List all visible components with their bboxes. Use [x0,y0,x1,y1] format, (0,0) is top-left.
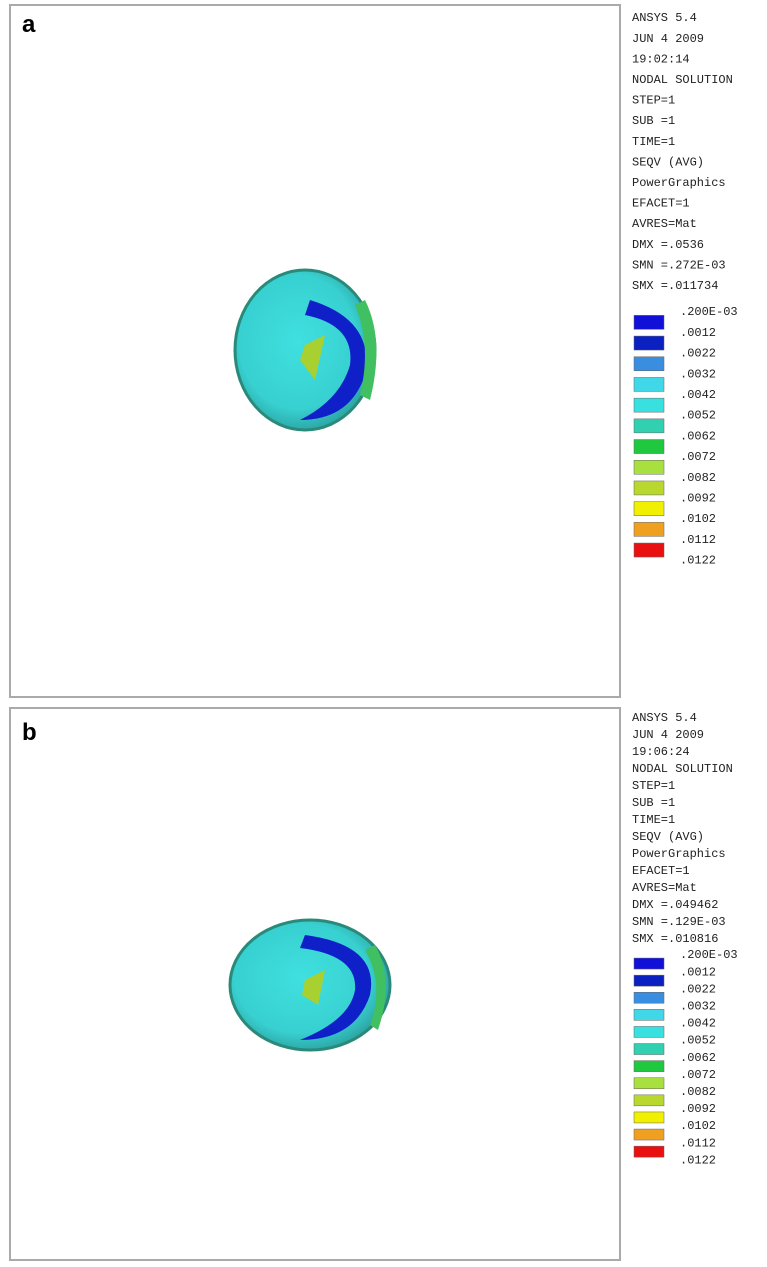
info-line: SMX =.010816 [632,932,718,946]
info-line: ANSYS 5.4 [632,711,697,725]
legend-label: .0042 [680,388,716,402]
legend-label: .200E-03 [680,948,738,962]
legend-swatch [633,335,665,351]
legend-swatch [633,992,665,1004]
info-line: EFACET=1 [632,864,690,878]
legend-swatch [633,1043,665,1055]
info-line: DMX =.0536 [632,238,704,252]
legend-label: .0042 [680,1017,716,1031]
legend-swatch [633,542,665,558]
legend-swatch [633,377,665,392]
legend-swatch [633,460,665,475]
legend-label: .0102 [680,1119,716,1133]
legend-swatch [633,1009,665,1021]
legend-swatch [633,315,665,330]
legend-label: .0022 [680,347,716,361]
info-line: PowerGraphics [632,176,726,190]
legend-swatch [633,957,665,970]
info-line: SUB =1 [632,796,675,810]
info-line: JUN 4 2009 [632,32,704,46]
legend-label: .0072 [680,1068,716,1082]
info-line: PowerGraphics [632,847,726,861]
legend-label: .0102 [680,512,716,526]
legend-swatch [633,1026,665,1038]
legend-label: .0022 [680,982,716,996]
legend-label: .0092 [680,491,716,505]
info-line: AVRES=Mat [632,217,697,231]
legend-swatch [633,501,665,516]
legend-swatch [633,439,665,454]
legend-label: .0072 [680,450,716,464]
legend-swatch [633,1060,665,1072]
legend-label: .0112 [680,1136,716,1150]
info-line: SEQV (AVG) [632,830,704,844]
legend-label: .0122 [680,554,716,568]
legend-swatch [633,480,665,496]
legend-label: .0112 [680,533,716,547]
info-line: NODAL SOLUTION [632,762,733,776]
legend-label: .0092 [680,1102,716,1116]
legend-swatch [633,974,665,987]
info-line: STEP=1 [632,94,675,108]
info-line: NODAL SOLUTION [632,73,733,87]
legend-swatch [633,418,665,434]
legend-swatch [633,1111,665,1124]
legend-label: .0052 [680,409,716,423]
legend-label: .0082 [680,471,716,485]
legend-label: .0012 [680,326,716,340]
legend-label: .0082 [680,1085,716,1099]
legend-label: .0032 [680,999,716,1013]
info-line: AVRES=Mat [632,881,697,895]
legend-label: .0062 [680,429,716,443]
legend-label: .200E-03 [680,305,738,319]
info-line: SMN =.129E-03 [632,915,726,929]
info-line: ANSYS 5.4 [632,11,697,25]
info-line: 19:02:14 [632,52,690,66]
legend-label: .0052 [680,1034,716,1048]
info-line: 19:06:24 [632,745,690,759]
model-plot [233,268,377,432]
legend-swatch [633,397,665,413]
legend-swatch [633,1077,665,1089]
info-line: EFACET=1 [632,197,690,211]
info-line: STEP=1 [632,779,675,793]
legend-swatch [633,522,665,537]
panel-label: b [22,719,37,746]
legend-label: .0032 [680,367,716,381]
model-plot [228,918,392,1052]
info-line: SMX =.011734 [632,279,718,293]
legend-swatch [633,1094,665,1107]
info-line: TIME=1 [632,135,675,149]
legend-label: .0122 [680,1153,716,1167]
legend-swatch [633,1128,665,1141]
panel-label: a [22,11,36,38]
info-line: DMX =.049462 [632,898,718,912]
legend-swatch [633,1145,665,1158]
info-line: SMN =.272E-03 [632,258,726,272]
info-line: SEQV (AVG) [632,155,704,169]
info-line: TIME=1 [632,813,675,827]
legend-swatch [633,356,665,371]
legend-label: .0012 [680,965,716,979]
info-line: SUB =1 [632,114,675,128]
legend-label: .0062 [680,1051,716,1065]
info-line: JUN 4 2009 [632,728,704,742]
